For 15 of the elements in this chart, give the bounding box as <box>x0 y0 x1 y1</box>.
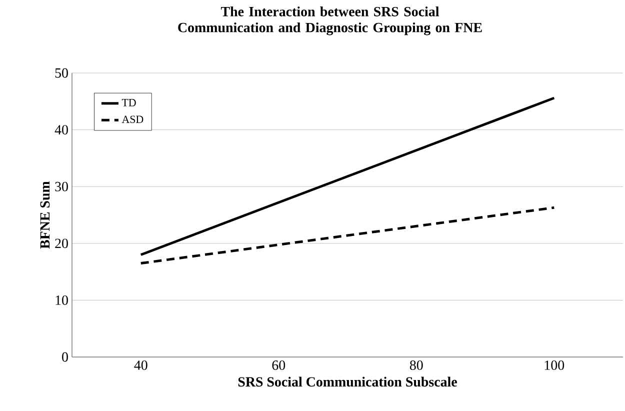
y-tick-label: 30 <box>55 182 68 192</box>
legend-label: TD <box>122 99 136 106</box>
x-tick-label: 80 <box>410 360 423 370</box>
y-tick-label: 40 <box>54 125 68 135</box>
x-tick-label: 100 <box>544 360 564 370</box>
y-tick-label: 50 <box>55 68 68 78</box>
y-tick-label: 0 <box>62 352 68 362</box>
y-tick-label: 20 <box>55 238 68 248</box>
x-tick-label: 60 <box>272 360 286 370</box>
legend-label: ASD <box>122 116 144 124</box>
chart-title: The Interaction between SRS Social Communication and Diagnostic Grouping on FNE <box>178 6 482 36</box>
x-tick-label: 40 <box>134 360 148 370</box>
x-axis-title: SRS Social Communication Subscale <box>238 376 457 387</box>
y-axis-title: BFNE Sum <box>40 181 50 249</box>
y-tick-label: 10 <box>56 295 68 305</box>
